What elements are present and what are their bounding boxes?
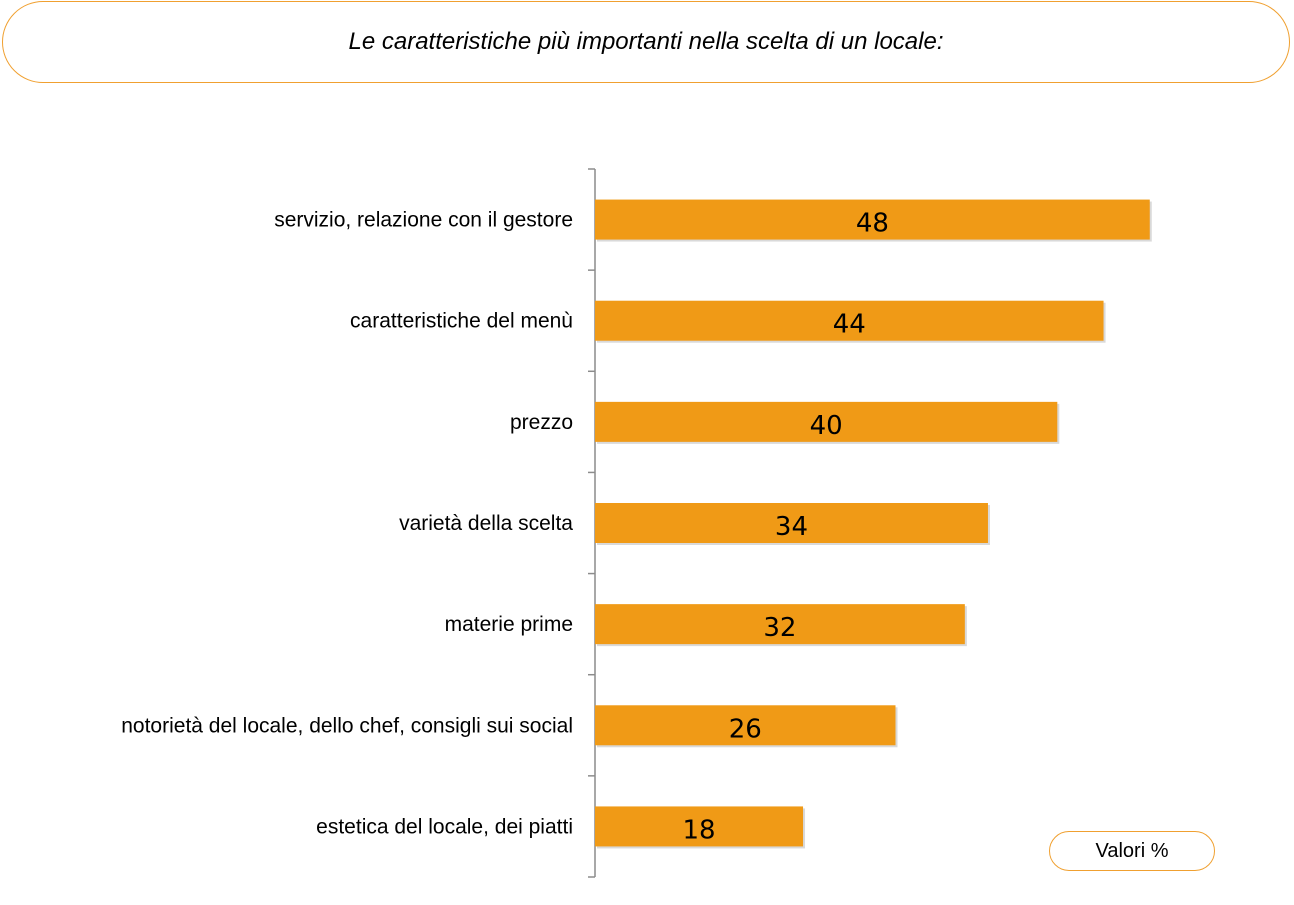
unit-badge: Valori % — [1049, 831, 1215, 871]
data-label: 18 — [682, 815, 715, 845]
data-label: 34 — [775, 512, 808, 542]
category-label: servizio, relazione con il gestore — [274, 209, 573, 232]
bar — [595, 604, 965, 645]
title-box: Le caratteristiche più importanti nella … — [2, 1, 1290, 83]
bar — [595, 300, 1104, 341]
data-label: 26 — [729, 714, 762, 744]
bar — [595, 401, 1058, 442]
bar — [595, 806, 804, 847]
data-label: 48 — [856, 209, 889, 239]
bar — [595, 705, 896, 746]
data-label: 32 — [763, 613, 796, 643]
chart-title: Le caratteristiche più importanti nella … — [348, 28, 944, 55]
category-label: notorietà del locale, dello chef, consig… — [121, 714, 573, 737]
category-label: estetica del locale, dei piatti — [316, 815, 573, 838]
unit-label: Valori % — [1095, 839, 1169, 862]
bar — [595, 503, 988, 543]
category-label: materie prime — [445, 613, 573, 636]
data-label: 44 — [833, 310, 866, 340]
bar — [595, 199, 1150, 240]
category-label: caratteristiche del menù — [350, 310, 573, 333]
category-label: prezzo — [510, 411, 573, 434]
data-label: 40 — [810, 411, 843, 441]
category-label: varietà della scelta — [399, 512, 573, 535]
